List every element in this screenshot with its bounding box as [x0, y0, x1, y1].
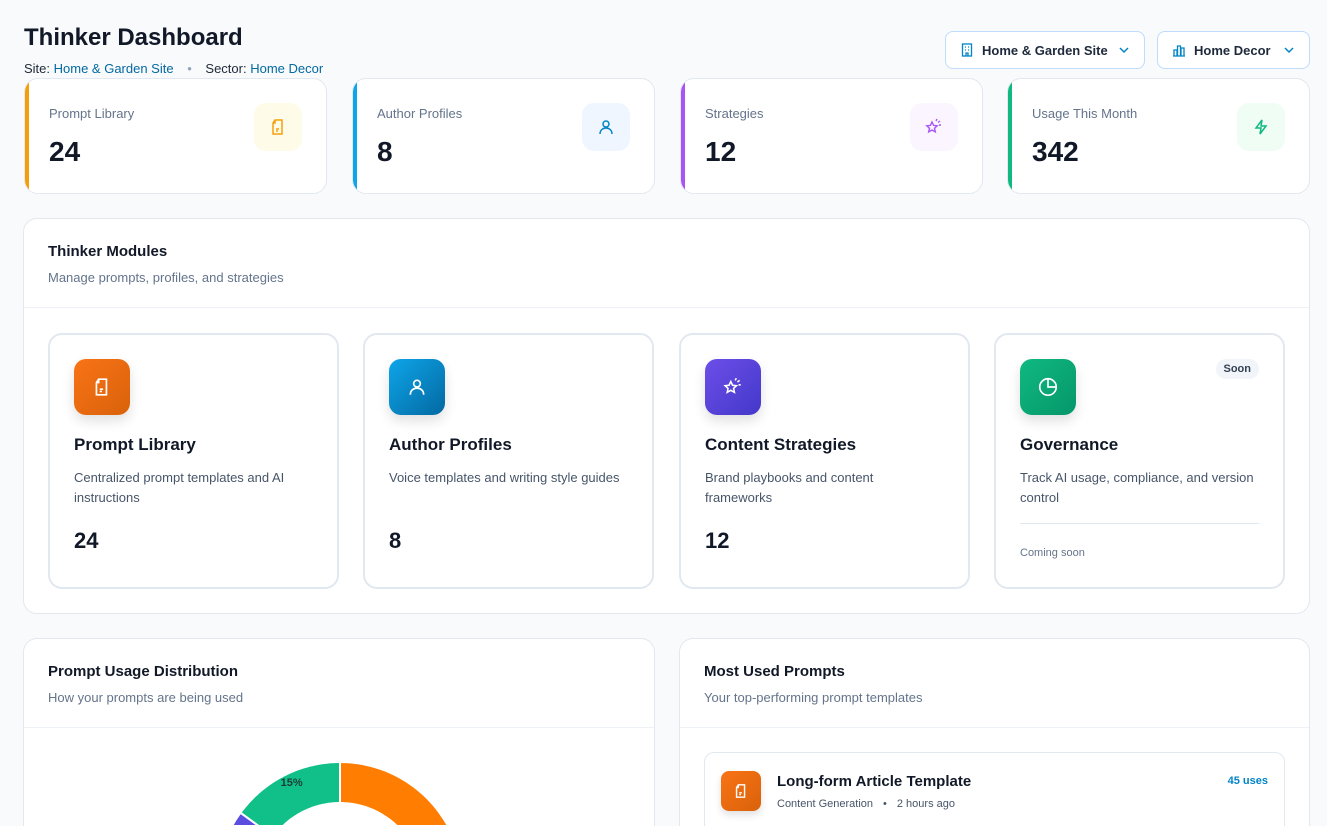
- document-icon: [74, 359, 130, 415]
- prompt-title: Long-form Article Template: [777, 773, 971, 790]
- module-title: Governance: [1020, 435, 1118, 455]
- stat-label: Usage This Month: [1032, 106, 1137, 121]
- panel-title: Prompt Usage Distribution: [48, 663, 630, 680]
- module-title: Content Strategies: [705, 435, 856, 455]
- stat-card-author-profiles: Author Profiles 8: [352, 78, 655, 194]
- panel-title: Most Used Prompts: [704, 663, 1285, 680]
- usage-donut-chart: 15%: [24, 728, 654, 826]
- sparkle-star-icon: [910, 103, 958, 151]
- coming-soon-text: Coming soon: [1020, 547, 1085, 559]
- panel-subtitle: How your prompts are being used: [48, 690, 630, 705]
- module-description: Voice templates and writing style guides: [389, 468, 628, 488]
- separator: •: [883, 798, 887, 810]
- stat-label: Strategies: [705, 106, 764, 121]
- sector-label: Sector:: [205, 61, 246, 76]
- site-link[interactable]: Home & Garden Site: [54, 61, 174, 76]
- module-card-author-profiles[interactable]: Author Profiles Voice templates and writ…: [363, 333, 654, 589]
- stat-card-strategies: Strategies 12: [680, 78, 983, 194]
- module-card-prompt-library[interactable]: Prompt Library Centralized prompt templa…: [48, 333, 339, 589]
- document-icon: [721, 771, 761, 811]
- site-label: Site:: [24, 61, 50, 76]
- chevron-down-icon: [1118, 44, 1130, 56]
- module-card-content-strategies[interactable]: Content Strategies Brand playbooks and c…: [679, 333, 970, 589]
- panel-title: Thinker Modules: [48, 243, 1285, 260]
- module-description: Centralized prompt templates and AI inst…: [74, 468, 313, 508]
- sector-selector-value: Home Decor: [1194, 43, 1271, 58]
- prompt-list-item[interactable]: Long-form Article Template Content Gener…: [704, 752, 1285, 826]
- chevron-down-icon: [1283, 44, 1295, 56]
- module-description: Brand playbooks and content frameworks: [705, 468, 944, 508]
- sector-link[interactable]: Home Decor: [250, 61, 323, 76]
- soon-badge: Soon: [1216, 359, 1260, 379]
- module-count: 12: [705, 528, 729, 554]
- stat-card-prompt-library: Prompt Library 24: [24, 78, 327, 194]
- document-icon: [254, 103, 302, 151]
- prompt-category: Content Generation: [777, 798, 873, 810]
- pie-chart-icon: [1020, 359, 1076, 415]
- sector-selector[interactable]: Home Decor: [1157, 31, 1310, 69]
- donut-slice[interactable]: [241, 762, 341, 826]
- site-selector-value: Home & Garden Site: [982, 43, 1108, 58]
- module-title: Prompt Library: [74, 435, 196, 455]
- separator: •: [187, 61, 192, 76]
- lightning-icon: [1237, 103, 1285, 151]
- usage-distribution-panel: Prompt Usage Distribution How your prompt…: [23, 638, 655, 826]
- panel-subtitle: Manage prompts, profiles, and strategies: [48, 270, 1285, 285]
- most-used-prompts-panel: Most Used Prompts Your top-performing pro…: [679, 638, 1310, 826]
- accent-bar: [681, 79, 685, 193]
- user-icon: [389, 359, 445, 415]
- stat-label: Author Profiles: [377, 106, 462, 121]
- module-count: 24: [74, 528, 98, 554]
- panel-subtitle: Your top-performing prompt templates: [704, 690, 1285, 705]
- stat-card-usage: Usage This Month 342: [1007, 78, 1310, 194]
- building-icon: [960, 43, 974, 57]
- accent-bar: [1008, 79, 1012, 193]
- module-description: Track AI usage, compliance, and version …: [1020, 468, 1259, 508]
- module-count: 8: [389, 528, 401, 554]
- thinker-modules-panel: Thinker Modules Manage prompts, profiles,…: [23, 218, 1310, 614]
- stat-label: Prompt Library: [49, 106, 134, 121]
- stat-value: 12: [705, 136, 736, 168]
- context-line: Site: Home & Garden Site • Sector: Home …: [24, 61, 323, 76]
- accent-bar: [25, 79, 29, 193]
- prompt-meta: Content Generation • 2 hours ago: [777, 798, 955, 810]
- site-selector[interactable]: Home & Garden Site: [945, 31, 1145, 69]
- page-title: Thinker Dashboard: [24, 24, 243, 52]
- slice-label: 15%: [281, 777, 303, 789]
- divider: [1020, 523, 1259, 524]
- sparkle-star-icon: [705, 359, 761, 415]
- donut-slice[interactable]: [340, 762, 448, 826]
- module-title: Author Profiles: [389, 435, 512, 455]
- stat-value: 342: [1032, 136, 1079, 168]
- stat-value: 24: [49, 136, 80, 168]
- accent-bar: [353, 79, 357, 193]
- prompt-uses: 45 uses: [1228, 775, 1268, 787]
- module-card-governance[interactable]: Soon Governance Track AI usage, complian…: [994, 333, 1285, 589]
- user-icon: [582, 103, 630, 151]
- prompt-time: 2 hours ago: [897, 798, 955, 810]
- stat-value: 8: [377, 136, 393, 168]
- bar-chart-icon: [1172, 43, 1186, 57]
